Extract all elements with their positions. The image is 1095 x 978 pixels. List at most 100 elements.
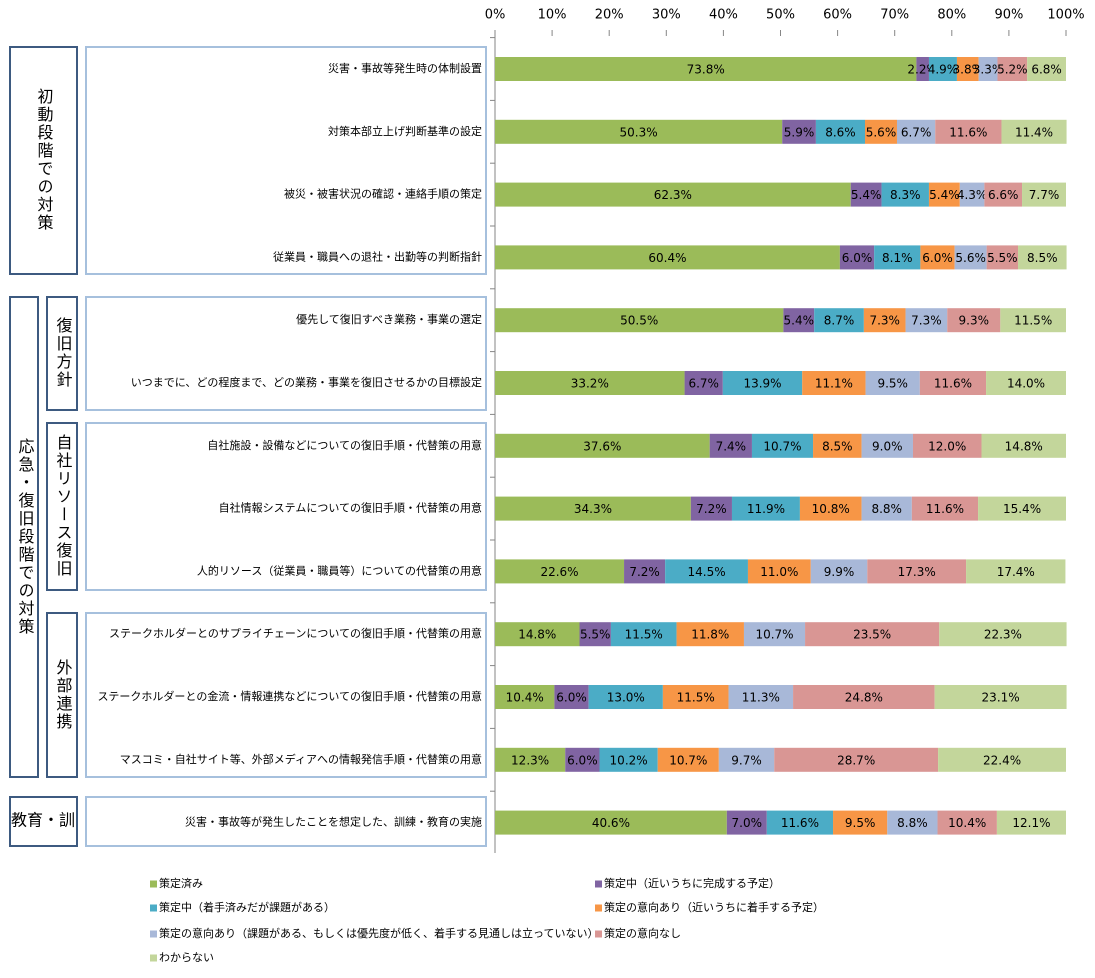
x-tick-label: 100% — [1047, 8, 1084, 23]
legend-label: 策定の意向あり（近いうちに着手する予定） — [604, 900, 824, 914]
value-label: 6.0% — [922, 251, 953, 265]
bar-segment — [805, 622, 940, 647]
bar-segment — [766, 810, 834, 835]
bar-segment — [709, 433, 752, 458]
value-label: 50.3% — [620, 125, 658, 139]
value-label: 28.7% — [837, 753, 875, 767]
bar-segment — [861, 433, 913, 458]
bar-segment — [919, 371, 987, 395]
value-label: 14.8% — [1005, 439, 1043, 453]
value-label: 6.0% — [842, 251, 873, 265]
bar-segment — [937, 810, 997, 835]
bar-segment — [1000, 308, 1066, 333]
group-box — [9, 296, 39, 778]
legend-swatch — [150, 930, 157, 938]
value-label: 8.1% — [882, 251, 913, 265]
bar-segment — [954, 245, 987, 270]
bar-segment — [865, 119, 897, 144]
group-box — [46, 296, 78, 411]
bar-segment — [747, 559, 811, 584]
bar-segment — [610, 622, 677, 647]
bar-segment — [978, 57, 998, 81]
value-label: 13.9% — [743, 377, 781, 391]
value-label: 10.4% — [948, 816, 986, 830]
bar-segment — [495, 182, 851, 207]
bar-segment — [495, 119, 783, 144]
bar-segment — [783, 308, 815, 333]
legend-swatch — [150, 880, 157, 888]
legend-label: 策定中（着手済みだが課題がある） — [159, 900, 335, 914]
value-label: 5.6% — [955, 251, 986, 265]
value-label: 7.2% — [629, 565, 660, 579]
bar-segment — [916, 57, 929, 81]
bar-segment — [495, 559, 625, 584]
value-label: 14.8% — [518, 628, 556, 642]
bar-segment — [495, 747, 566, 772]
bar-segment — [978, 496, 1066, 521]
bar-segment — [495, 496, 691, 521]
value-label: 5.5% — [580, 628, 611, 642]
group-box — [46, 422, 78, 591]
value-label: 37.6% — [583, 439, 621, 453]
value-label: 10.7% — [669, 753, 707, 767]
value-label: 5.9% — [784, 125, 815, 139]
x-tick-label: 60% — [823, 8, 852, 23]
value-label: 24.8% — [845, 691, 883, 705]
value-label: 17.4% — [997, 565, 1035, 579]
value-label: 22.3% — [984, 628, 1022, 642]
bar-segment — [935, 119, 1002, 144]
x-tick-label: 10% — [538, 8, 567, 23]
bar-segment — [718, 747, 775, 772]
value-label: 33.2% — [571, 377, 609, 391]
value-label: 11.1% — [815, 377, 853, 391]
value-label: 6.7% — [901, 125, 932, 139]
category-label: 自社情報システムについての復旧手順・代替策の用意 — [219, 501, 482, 515]
value-label: 34.3% — [574, 502, 612, 516]
value-label: 7.4% — [716, 439, 747, 453]
bar-segment — [495, 245, 840, 270]
category-label: 優先して復旧すべき業務・事業の選定 — [296, 312, 482, 326]
value-label: 11.6% — [949, 125, 987, 139]
bar-segment — [1018, 245, 1067, 270]
bar-segment — [887, 810, 938, 835]
value-label: 5.4% — [784, 314, 815, 328]
x-tick-label: 40% — [709, 8, 738, 23]
value-label: 8.6% — [825, 125, 856, 139]
legend-swatch — [595, 930, 602, 938]
value-label: 10.7% — [763, 439, 801, 453]
group-label: 外部連携 — [54, 659, 73, 731]
value-label: 62.3% — [654, 188, 692, 202]
value-label: 22.6% — [540, 565, 578, 579]
bar-segment — [874, 245, 921, 270]
bar-segment — [947, 308, 1001, 333]
bar-segment — [896, 119, 936, 144]
bar-segment — [495, 308, 784, 333]
value-label: 4.3% — [957, 188, 988, 202]
value-label: 11.0% — [760, 565, 798, 579]
bar-segment — [939, 622, 1067, 647]
value-label: 9.3% — [959, 314, 990, 328]
value-label: 60.4% — [648, 251, 686, 265]
bar-segment — [782, 119, 816, 144]
value-label: 13.0% — [607, 691, 645, 705]
value-label: 8.3% — [890, 188, 921, 202]
bar-segment — [986, 245, 1019, 270]
value-label: 3.3% — [973, 63, 1004, 77]
group-label: 自社リソース復旧 — [54, 434, 73, 578]
bar-segment — [657, 747, 719, 772]
category-label: 被災・被害状況の確認・連絡手順の策定 — [284, 187, 482, 201]
value-label: 12.3% — [511, 753, 549, 767]
bar-segment — [495, 810, 727, 835]
group-box — [46, 612, 78, 778]
value-label: 6.7% — [688, 377, 719, 391]
group-box — [9, 796, 78, 847]
bar-segment — [690, 496, 732, 521]
bar-segment — [865, 371, 920, 395]
bar-segment — [934, 685, 1067, 709]
legend-swatch — [150, 904, 157, 912]
value-label: 10.2% — [610, 753, 648, 767]
value-label: 10.7% — [755, 628, 793, 642]
value-label: 8.5% — [1027, 251, 1058, 265]
value-label: 9.7% — [731, 753, 762, 767]
